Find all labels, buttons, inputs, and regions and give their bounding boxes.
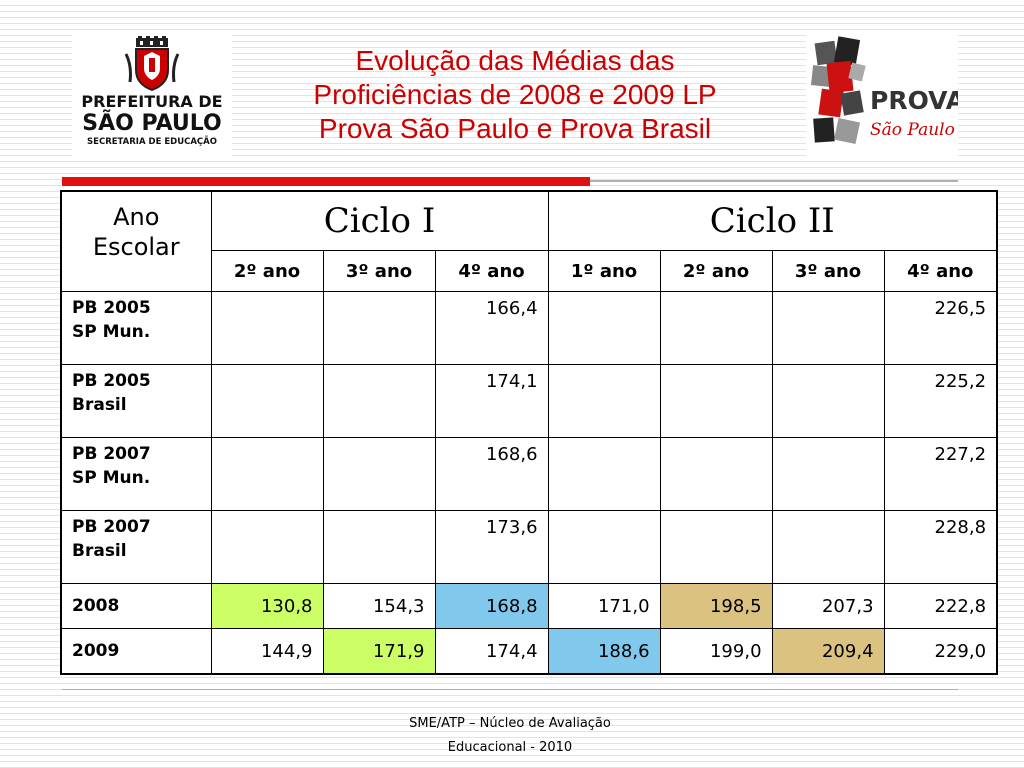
row-label: PB 2005 SP Mun. (60, 291, 212, 365)
table-cell-highlight: 171,9 (322, 628, 436, 675)
table-cell: 225,2 (883, 364, 998, 438)
table-cell (547, 510, 661, 584)
row-label-line1: PB 2007 (72, 444, 151, 464)
table-cell (322, 364, 436, 438)
table-cell-highlight: 188,6 (547, 628, 661, 675)
table-cell (771, 291, 885, 365)
table-cell: 171,0 (547, 583, 661, 629)
row-label: PB 2007 Brasil (60, 510, 212, 584)
header-ciclo-i: Ciclo I (210, 190, 549, 251)
table-cell (659, 437, 773, 511)
header-year: 2º ano (659, 250, 773, 292)
logo-sao-paulo-word: São Paulo (870, 120, 955, 140)
header-year: 2º ano (210, 250, 324, 292)
table-cell-highlight: 130,8 (210, 583, 324, 629)
table-cell: 173,6 (434, 510, 549, 584)
row-label: PB 2007 SP Mun. (60, 437, 212, 511)
footer-line-2: Educacional - 2010 (447, 740, 573, 755)
table-cell (659, 364, 773, 438)
table-cell (210, 510, 324, 584)
row-label: PB 2005 Brasil (60, 364, 212, 438)
table-cell (547, 437, 661, 511)
slide-title: Evolução das Médias das Proficiências de… (250, 44, 780, 146)
header-ano-escolar: Ano Escolar (60, 190, 212, 292)
table-row: PB 2005 SP Mun. 166,4 226,5 (60, 291, 998, 365)
logo-prefeitura-line1: PREFEITURA DE (81, 92, 223, 111)
table-row: 2008 130,8 154,3 168,8 171,0 198,5 207,3… (60, 583, 998, 629)
table-cell (322, 291, 436, 365)
header-year: 3º ano (322, 250, 436, 292)
table-row: PB 2007 Brasil 173,6 228,8 (60, 510, 998, 584)
table-row: PB 2005 Brasil 174,1 225,2 (60, 364, 998, 438)
table-cell: 226,5 (883, 291, 998, 365)
row-label: 2008 (60, 583, 212, 629)
table-cell: 222,8 (883, 583, 998, 629)
prova-sao-paulo-logo: PROVA São Paulo (806, 34, 958, 156)
header-rule (590, 180, 958, 182)
title-line-2: Proficiências de 2008 e 2009 LP (313, 79, 717, 110)
logo-prefeitura-line3: SECRETARIA DE EDUCAÇÃO (87, 137, 217, 147)
footer-rule (62, 689, 958, 690)
table-cell: 154,3 (322, 583, 436, 629)
table-cell (322, 437, 436, 511)
header-year: 4º ano (434, 250, 549, 292)
table-cell-highlight: 198,5 (659, 583, 773, 629)
table-cell: 168,6 (434, 437, 549, 511)
table-cell (547, 291, 661, 365)
table-cell: 229,0 (883, 628, 998, 675)
table-cell: 207,3 (771, 583, 885, 629)
table-cell: 228,8 (883, 510, 998, 584)
header-year: 3º ano (771, 250, 885, 292)
table-cell (659, 510, 773, 584)
table-cell (771, 364, 885, 438)
table-cell-highlight: 168,8 (434, 583, 549, 629)
header-year: 4º ano (883, 250, 998, 292)
row-label-line2: SP Mun. (72, 468, 151, 488)
prova-mosaic-icon (811, 36, 866, 145)
table-cell: 144,9 (210, 628, 324, 675)
table-cell (210, 364, 324, 438)
footer: SME/ATP – Núcleo de Avaliação Educaciona… (300, 712, 720, 760)
table-row: PB 2007 SP Mun. 168,6 227,2 (60, 437, 998, 511)
header-ciclo-ii: Ciclo II (547, 190, 998, 251)
header-ano-line2: Escolar (92, 233, 180, 261)
logo-prefeitura-line2: SÃO PAULO (82, 111, 222, 136)
row-label-line1: PB 2005 (72, 298, 151, 318)
table-cell: 166,4 (434, 291, 549, 365)
table-cell: 174,4 (434, 628, 549, 675)
table-cell (547, 364, 661, 438)
header-ano-line1: Ano (113, 203, 160, 231)
row-label: 2009 (60, 628, 212, 675)
table-row: 2009 144,9 171,9 174,4 188,6 199,0 209,4… (60, 628, 998, 675)
header-year: 1º ano (547, 250, 661, 292)
table-cell (771, 510, 885, 584)
table-cell (210, 291, 324, 365)
table-cell (210, 437, 324, 511)
table-cell: 174,1 (434, 364, 549, 438)
table-cell: 199,0 (659, 628, 773, 675)
table-cell (322, 510, 436, 584)
table-cell (771, 437, 885, 511)
header-accent-rule (62, 177, 590, 186)
row-label-line2: Brasil (72, 395, 127, 415)
table-cell: 227,2 (883, 437, 998, 511)
table-cell-highlight: 209,4 (771, 628, 885, 675)
table-cell (659, 291, 773, 365)
row-label-line2: SP Mun. (72, 322, 151, 342)
row-label-line2: Brasil (72, 541, 127, 561)
title-line-3: Prova São Paulo e Prova Brasil (318, 113, 712, 144)
row-label-line1: PB 2005 (72, 371, 151, 391)
proficiency-table: Ano Escolar Ciclo I Ciclo II 2º ano 3º a… (60, 190, 999, 675)
footer-line-1: SME/ATP – Núcleo de Avaliação (409, 716, 611, 731)
coat-of-arms-icon (124, 36, 180, 92)
logo-prova-word: PROVA (870, 86, 958, 115)
row-label-line1: PB 2007 (72, 517, 151, 537)
title-line-1: Evolução das Médias das (355, 45, 675, 76)
prefeitura-logo: PREFEITURA DE SÃO PAULO SECRETARIA DE ED… (72, 34, 232, 156)
